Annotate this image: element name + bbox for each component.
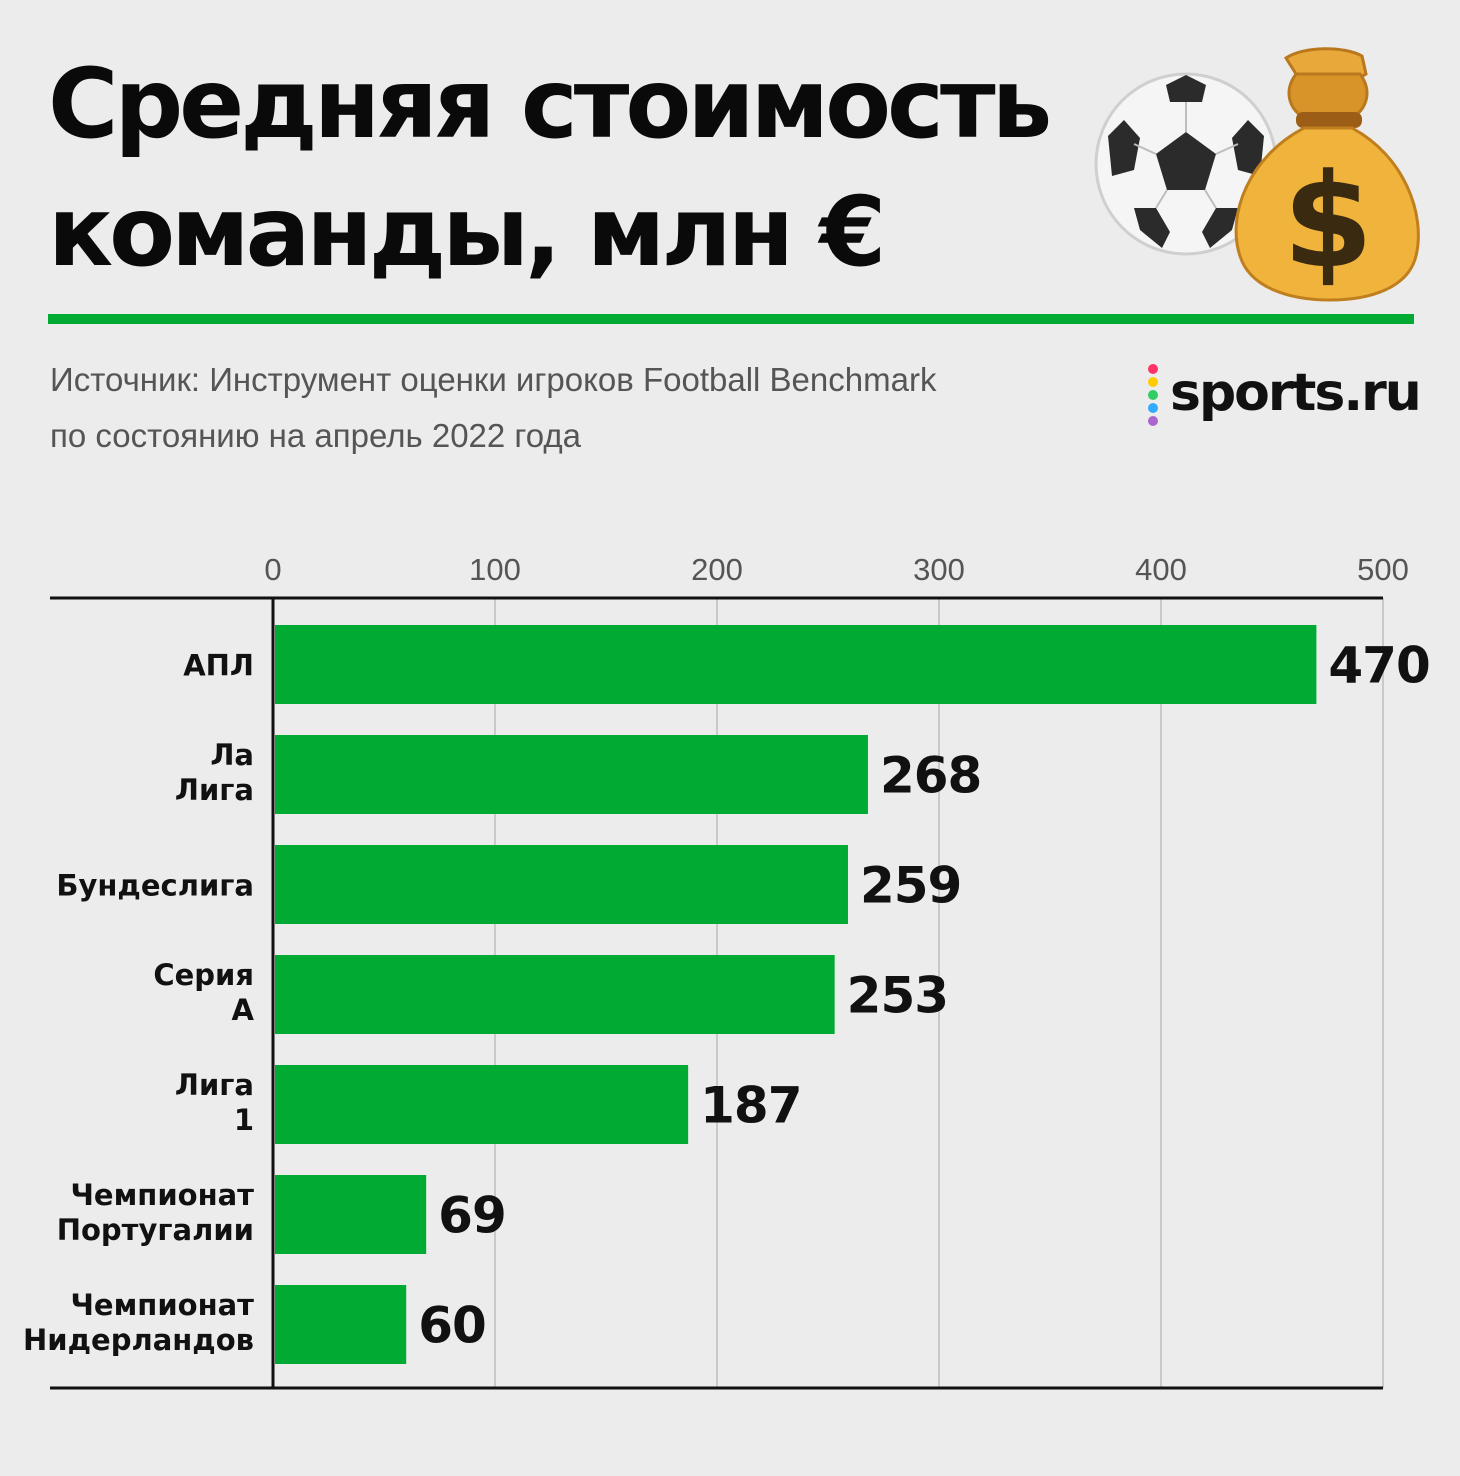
bar [275,1285,407,1364]
title-line-2: команды, млн € [48,176,886,288]
axes [50,596,1383,1390]
category-label: Чемпионат Нидерландов [23,1288,254,1357]
category-label: АПЛ [183,649,254,683]
brand-dots-icon [1148,364,1158,426]
category-label: Бундеслига [56,869,254,903]
bar [275,955,835,1034]
value-label: 259 [860,857,961,915]
source-line-2: по состоянию на апрель 2022 года [50,417,581,454]
x-tick-label: 200 [691,552,743,587]
page-title: Средняя стоимость команды, млн € [48,40,1052,296]
category-label: Серия А [153,958,254,1027]
title-divider [48,314,1414,324]
bars [275,625,1317,1364]
brand-logo: sports.ru [1146,360,1426,430]
x-tick-label: 400 [1135,552,1187,587]
category-label: Чемпионат Португалии [57,1178,254,1247]
brand-name: sports.ru [1170,363,1422,423]
bar [275,1175,427,1254]
value-label: 470 [1328,637,1429,695]
value-label: 187 [700,1077,801,1135]
bar [275,735,868,814]
value-label: 253 [847,967,948,1025]
value-label: 268 [880,747,981,805]
source-line-1: Источник: Инструмент оценки игроков Foot… [50,361,937,398]
money-bag-icon: $ [1234,47,1420,302]
emoji-group: $ [1090,44,1420,304]
x-tick-label: 100 [469,552,521,587]
title-line-1: Средняя стоимость [48,48,1052,160]
category-label: Ла Лига [175,738,254,807]
bar [275,1065,689,1144]
bar [275,845,848,924]
category-label: Лига 1 [175,1068,254,1137]
value-labels: 470 268 259 253 187 69 60 [418,637,1431,1355]
x-tick-label: 0 [264,552,281,587]
bar [275,625,1317,704]
x-tick-label: 300 [913,552,965,587]
soccer-ball-icon [1094,72,1278,256]
x-tick-label: 500 [1357,552,1409,587]
category-labels: АПЛ Ла Лига Бундеслига Серия А Лига 1 Чемпионат П… [23,649,255,1358]
svg-text:$: $ [1283,145,1373,297]
source-note: Источник: Инструмент оценки игроков Foot… [50,352,1130,464]
bar-chart: 0 100 200 300 400 500 АПЛ Ла Лига Бундеслига Сери… [23,552,1431,1390]
value-label: 69 [438,1187,506,1245]
value-label: 60 [418,1297,486,1355]
x-axis-ticks: 0 100 200 300 400 500 [264,552,1408,587]
